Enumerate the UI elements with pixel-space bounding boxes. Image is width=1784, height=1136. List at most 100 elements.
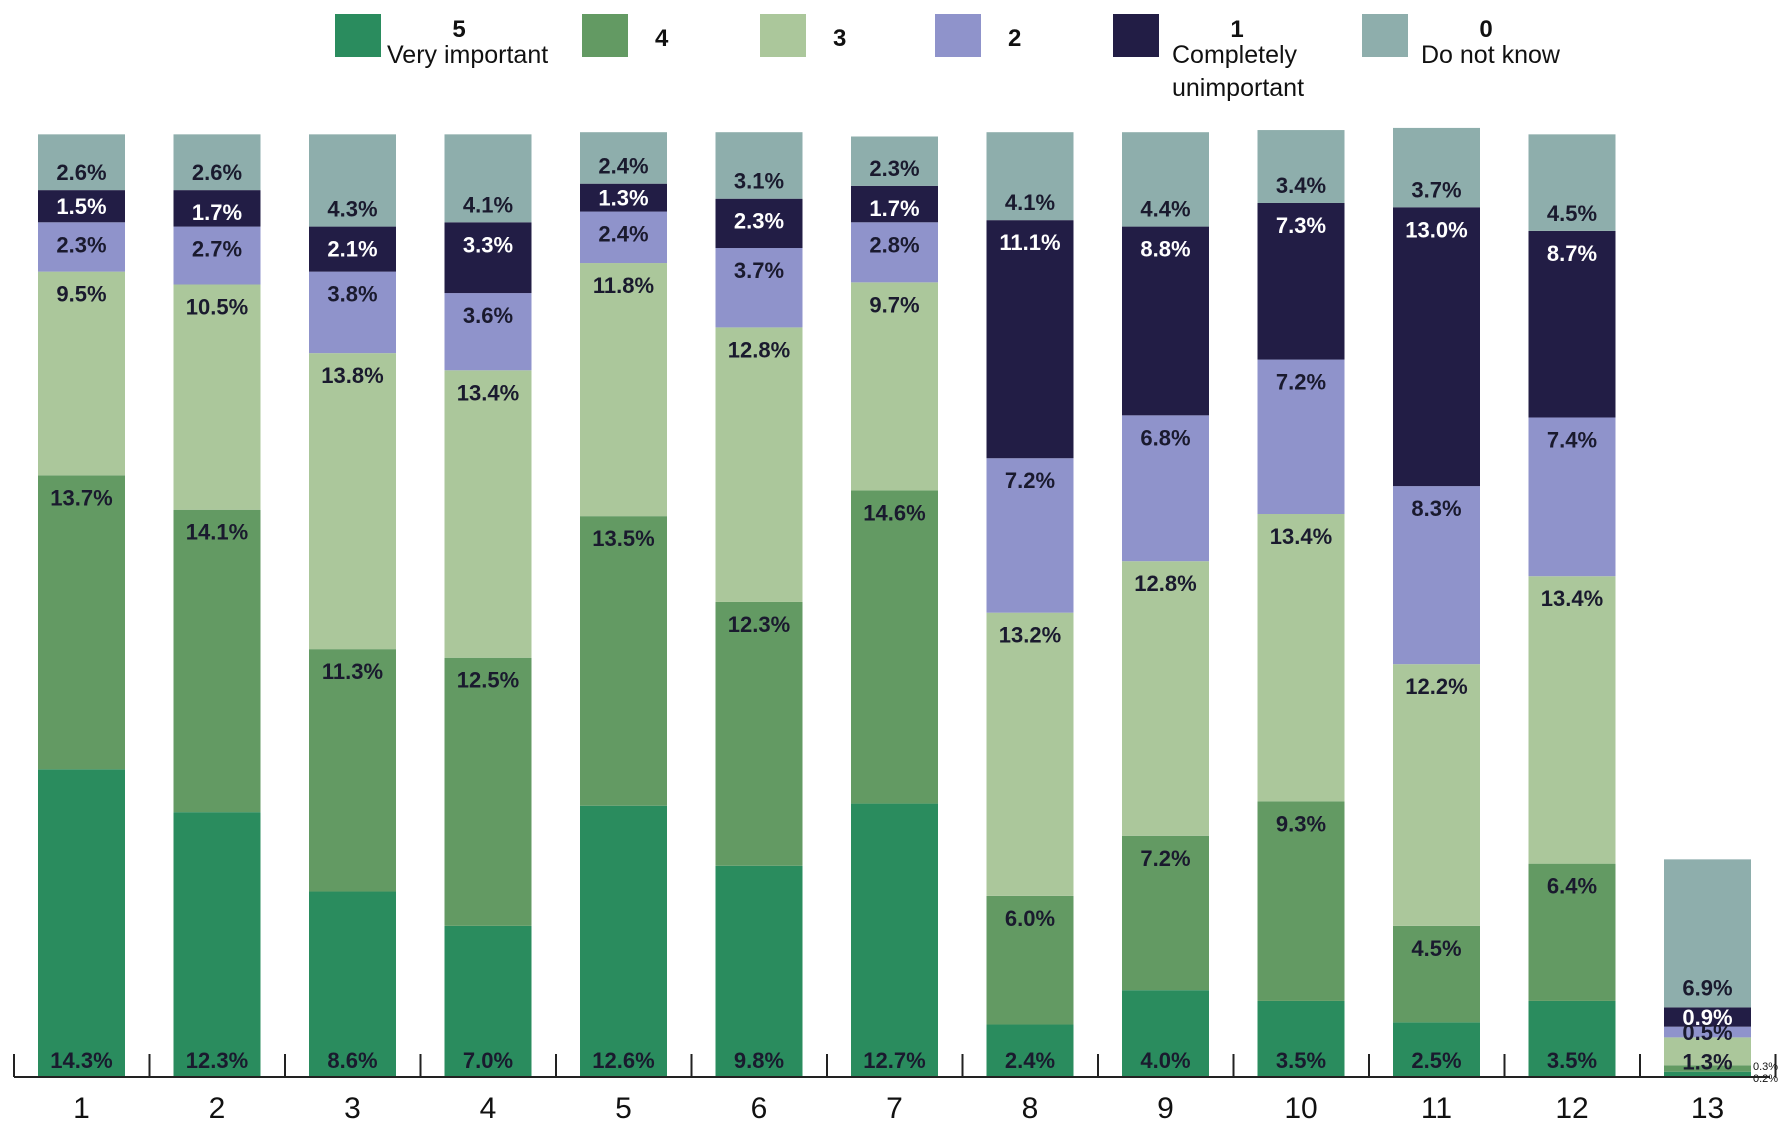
data-label-10-level-5: 3.5% bbox=[1276, 1048, 1326, 1073]
data-label-6-level-0: 3.1% bbox=[734, 169, 784, 194]
bar-group-2: 12.3% 14.1% 10.5% 2.7% 1.7% 2.6% bbox=[173, 134, 261, 1076]
data-label-4-level-3: 13.4% bbox=[457, 380, 519, 405]
bar-segment-5-level-0 bbox=[580, 132, 667, 184]
data-label-5-level-5: 12.6% bbox=[592, 1048, 654, 1073]
data-label-2-level-2: 2.7% bbox=[192, 237, 242, 262]
data-label-11-level-3: 12.2% bbox=[1405, 674, 1467, 699]
bar-segment-13-level-5 bbox=[1664, 1071, 1751, 1076]
data-label-13-level-4: 0.3% bbox=[1753, 1061, 1778, 1073]
bar-segment-9-level-3 bbox=[1122, 561, 1209, 836]
bar-segment-3-level-5 bbox=[309, 891, 396, 1076]
bar-segment-13-level-2 bbox=[1664, 1026, 1751, 1038]
bar-segment-1-level-0 bbox=[38, 134, 125, 191]
bars: 14.3% 13.7% 9.5% 2.3% 1.5% 2.6% 12.3% 14.1% 10.5… bbox=[38, 127, 1778, 1085]
legend-swatch bbox=[1362, 14, 1408, 57]
legend-level-number: 2 bbox=[1008, 25, 1021, 52]
data-label-1-level-1: 1.5% bbox=[56, 194, 106, 219]
data-label-2-level-0: 2.6% bbox=[192, 160, 242, 185]
data-label-8-level-0: 4.1% bbox=[1005, 190, 1055, 215]
bar-segment-10-level-1 bbox=[1257, 202, 1345, 360]
bar-group-3: 8.6% 11.3% 13.8% 3.8% 2.1% 4.3% bbox=[309, 134, 396, 1076]
bar-segment-2-level-4 bbox=[173, 509, 261, 813]
bar-segment-11-level-1 bbox=[1393, 207, 1480, 487]
bar-segment-5-level-2 bbox=[580, 211, 667, 264]
bar-segment-12-level-3 bbox=[1528, 576, 1616, 864]
x-tick-label-4: 4 bbox=[480, 1092, 497, 1125]
data-label-6-level-3: 12.8% bbox=[728, 337, 790, 362]
bar-segment-6-level-0 bbox=[715, 132, 803, 199]
x-tick-label-6: 6 bbox=[751, 1092, 768, 1125]
legend-swatch bbox=[760, 14, 806, 57]
data-label-1-level-4: 13.7% bbox=[50, 485, 112, 510]
bar-segment-4-level-5 bbox=[444, 925, 532, 1076]
data-label-11-level-1: 13.0% bbox=[1405, 217, 1467, 242]
x-tick-label-11: 11 bbox=[1421, 1092, 1452, 1125]
bar-segment-5-level-4 bbox=[580, 516, 667, 806]
bar-segment-1-level-3 bbox=[38, 271, 125, 476]
legend-level-number: 1 bbox=[1230, 16, 1243, 43]
bar-segment-5-level-5 bbox=[580, 805, 667, 1076]
data-label-6-level-1: 2.3% bbox=[734, 209, 784, 234]
legend-level-number: 5 bbox=[452, 16, 465, 43]
data-label-7-level-5: 12.7% bbox=[863, 1048, 925, 1073]
bar-segment-8-level-2 bbox=[986, 458, 1074, 613]
bar-group-8: 2.4% 6.0% 13.2% 7.2% 11.1% 4.1% bbox=[986, 132, 1074, 1076]
bar-segment-7-level-0 bbox=[851, 136, 938, 186]
bar-segment-3-level-2 bbox=[309, 271, 396, 354]
bar-segment-10-level-0 bbox=[1257, 130, 1345, 203]
bar-segment-2-level-1 bbox=[173, 190, 261, 227]
bar-group-12: 3.5% 6.4% 13.4% 7.4% 8.7% 4.5% bbox=[1528, 134, 1616, 1076]
data-label-3-level-4: 11.3% bbox=[322, 659, 383, 684]
bar-segment-12-level-1 bbox=[1528, 230, 1616, 418]
bar-group-10: 3.5% 9.3% 13.4% 7.2% 7.3% 3.4% bbox=[1257, 130, 1345, 1076]
bar-segment-10-level-3 bbox=[1257, 514, 1345, 802]
data-label-4-level-4: 12.5% bbox=[457, 668, 519, 693]
bar-segment-7-level-3 bbox=[851, 282, 938, 491]
data-label-6-level-2: 3.7% bbox=[734, 258, 784, 283]
x-axis: 1 2 3 4 5 6 7 8 9 10 11 12 13 bbox=[13, 1054, 1777, 1125]
data-label-10-level-2: 7.2% bbox=[1276, 370, 1326, 395]
bar-segment-13-level-0 bbox=[1664, 859, 1751, 1008]
bar-segment-9-level-4 bbox=[1122, 835, 1209, 991]
x-tick-label-10: 10 bbox=[1284, 1092, 1317, 1125]
legend-item-4: 4 bbox=[582, 14, 669, 57]
bar-segment-13-level-1 bbox=[1664, 1007, 1751, 1027]
x-tick-label-1: 1 bbox=[73, 1092, 90, 1125]
bar-segment-13-level-3 bbox=[1664, 1037, 1751, 1066]
data-label-5-level-1: 1.3% bbox=[598, 186, 648, 211]
legend-item-3: 3 bbox=[760, 14, 846, 57]
data-label-4-level-2: 3.6% bbox=[463, 303, 513, 328]
data-label-7-level-4: 14.6% bbox=[863, 500, 925, 525]
legend-item-0: 0Do not know bbox=[1362, 14, 1561, 69]
bar-segment-4-level-3 bbox=[444, 370, 532, 658]
legend-level-number: 3 bbox=[833, 25, 846, 52]
data-label-5-level-2: 2.4% bbox=[598, 222, 648, 247]
bar-segment-12-level-4 bbox=[1528, 863, 1616, 1001]
data-label-7-level-0: 2.3% bbox=[869, 156, 919, 181]
bar-segment-9-level-2 bbox=[1122, 415, 1209, 562]
bar-segment-11-level-0 bbox=[1393, 127, 1480, 208]
data-label-6-level-4: 12.3% bbox=[728, 612, 790, 637]
data-label-8-level-5: 2.4% bbox=[1005, 1048, 1055, 1073]
legend-swatch bbox=[935, 14, 981, 57]
bar-segment-9-level-0 bbox=[1122, 132, 1209, 227]
bar-segment-8-level-1 bbox=[986, 220, 1074, 459]
bar-segment-3-level-1 bbox=[309, 226, 396, 272]
data-label-13-level-0: 6.9% bbox=[1682, 975, 1732, 1000]
data-label-5-level-0: 2.4% bbox=[598, 154, 648, 179]
x-tick-label-13: 13 bbox=[1691, 1092, 1724, 1125]
bar-segment-10-level-5 bbox=[1257, 1000, 1345, 1076]
data-label-11-level-5: 2.5% bbox=[1411, 1048, 1461, 1073]
data-label-13-level-2: 0.5% bbox=[1682, 1020, 1732, 1045]
x-tick-label-8: 8 bbox=[1022, 1092, 1039, 1125]
bar-segment-3-level-3 bbox=[309, 353, 396, 650]
data-label-4-level-1: 3.3% bbox=[463, 232, 513, 257]
bar-segment-12-level-0 bbox=[1528, 134, 1616, 231]
data-label-4-level-0: 4.1% bbox=[463, 192, 513, 217]
bar-segment-2-level-2 bbox=[173, 226, 261, 285]
bar-segment-5-level-3 bbox=[580, 263, 667, 517]
bar-group-7: 12.7% 14.6% 9.7% 2.8% 1.7% 2.3% bbox=[851, 136, 938, 1076]
data-label-1-level-2: 2.3% bbox=[56, 232, 106, 257]
